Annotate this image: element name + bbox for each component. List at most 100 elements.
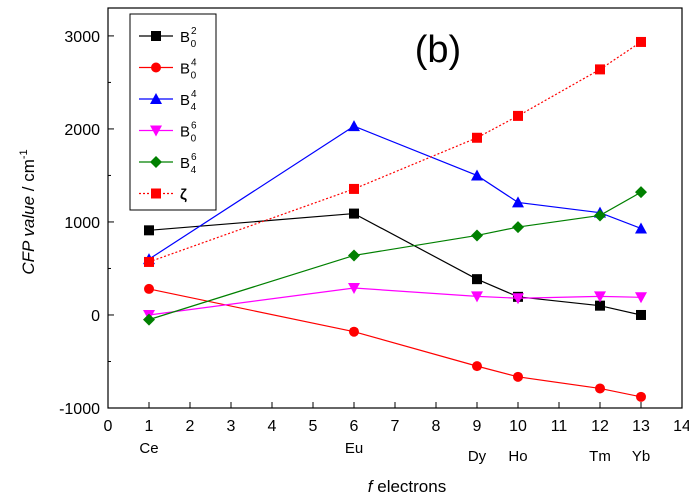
x-tick-label: 9 (473, 418, 482, 435)
x-tick-label: 1 (145, 418, 154, 435)
x-tick-label: 7 (391, 418, 400, 435)
legend-label-sub: 4 (191, 102, 197, 113)
data-point-zeta (472, 132, 482, 143)
x-tick-label: 11 (551, 418, 568, 435)
series-line-b06 (148, 287, 642, 316)
series-b04 (144, 283, 646, 402)
data-point-b06 (471, 291, 483, 303)
legend-item-zeta: ζ (139, 187, 187, 204)
legend-label-sup: 4 (191, 58, 197, 69)
legend-item-b02: B2 0 (139, 26, 197, 50)
x-tick-label: 13 (632, 418, 650, 435)
data-point-b44 (635, 222, 647, 234)
y-tick-label: 1000 (64, 215, 100, 232)
data-point-b04 (472, 361, 482, 372)
legend-label-base: B (180, 155, 190, 172)
data-point-b44 (348, 120, 360, 132)
series-line-b46 (148, 191, 642, 321)
data-point-b02 (595, 300, 605, 311)
legend-item-b46: B6 4 (139, 152, 197, 176)
element-label-tm: Tm (589, 448, 611, 465)
legend-marker (150, 93, 162, 104)
legend-marker (150, 156, 162, 168)
legend-item-b44: B4 4 (139, 89, 197, 113)
y-tick-label: 2000 (64, 122, 100, 139)
data-point-b46 (348, 249, 360, 262)
legend-item-b06: B6 0 (139, 121, 197, 145)
x-tick-label: 6 (350, 418, 359, 435)
x-axis-title-rest: electrons (373, 477, 447, 496)
legend-label-sup: 6 (191, 152, 197, 163)
x-tick-label: 14 (673, 418, 689, 435)
x-tick-label: 8 (432, 418, 441, 435)
data-point-b46 (635, 186, 647, 199)
legend-label-sub: 0 (191, 71, 197, 82)
panel-label: (b) (415, 29, 461, 71)
legend-label: B6 4 (180, 152, 197, 176)
x-tick-label: 10 (509, 418, 527, 435)
legend-frame (129, 13, 217, 211)
data-point-b46 (143, 313, 155, 326)
data-point-b02 (472, 274, 482, 285)
legend-label-sub: 4 (191, 165, 197, 176)
data-point-b04 (349, 326, 359, 337)
data-point-b04 (595, 383, 605, 394)
data-point-zeta (144, 256, 154, 267)
y-tick-label: 3000 (64, 29, 100, 46)
legend-item-b04: B4 0 (139, 58, 197, 82)
x-tick-label: 0 (104, 418, 113, 435)
legend-label: B4 4 (180, 89, 197, 113)
data-point-b06 (512, 293, 524, 305)
series-line-b44 (148, 125, 642, 260)
x-tick-label: 4 (268, 418, 277, 435)
data-point-b06 (635, 292, 647, 304)
y-tick-label: -1000 (59, 401, 100, 418)
data-point-b02 (636, 309, 646, 320)
data-point-zeta (636, 36, 646, 47)
element-label-ho: Ho (508, 448, 527, 465)
legend-marker (151, 62, 161, 73)
x-axis-title-italic: f (368, 477, 375, 496)
data-point-b46 (594, 209, 606, 222)
data-point-b02 (144, 225, 154, 236)
data-point-b46 (512, 221, 524, 234)
element-label-yb: Yb (632, 448, 650, 465)
legend-label: B6 0 (180, 121, 197, 145)
element-label-ce: Ce (139, 440, 158, 457)
data-point-b44 (471, 169, 483, 181)
legend-label-sub: 0 (191, 134, 197, 145)
series-b44 (143, 120, 647, 265)
element-label-eu: Eu (345, 440, 363, 457)
x-axis-title: f electrons (368, 477, 446, 496)
x-tick-label: 12 (591, 418, 609, 435)
data-point-zeta (595, 64, 605, 75)
series-line-b04 (148, 288, 642, 398)
x-tick-label: 5 (309, 418, 318, 435)
legend-label: B2 0 (180, 26, 197, 50)
data-point-b02 (349, 208, 359, 219)
legend-label-sup: 6 (191, 121, 197, 132)
series-b06 (143, 283, 647, 321)
y-tick-label: 0 (91, 308, 100, 325)
series-zeta (144, 36, 646, 267)
data-point-b04 (513, 371, 523, 382)
legend-label-base: B (180, 61, 190, 78)
data-point-b06 (594, 291, 606, 303)
data-point-b46 (471, 229, 483, 242)
y-axis-title-sup: -1 (18, 149, 30, 159)
legend-label: B4 0 (180, 58, 197, 82)
legend-marker (151, 188, 161, 199)
legend-label-sup: 2 (191, 26, 197, 37)
legend-label-sub: 0 (191, 39, 197, 50)
series-line-b02 (148, 212, 642, 316)
legend-label-base: B (180, 124, 190, 141)
legend-label-base: B (180, 92, 190, 109)
y-axis-title-rest: / cm (19, 159, 38, 196)
series-line-zeta (148, 41, 642, 263)
legend-marker (151, 31, 161, 41)
legend-label-sup: 4 (191, 89, 197, 100)
legend-label-base: ζ (180, 187, 187, 204)
legend-label-base: B (180, 29, 190, 46)
data-point-b06 (348, 283, 360, 294)
